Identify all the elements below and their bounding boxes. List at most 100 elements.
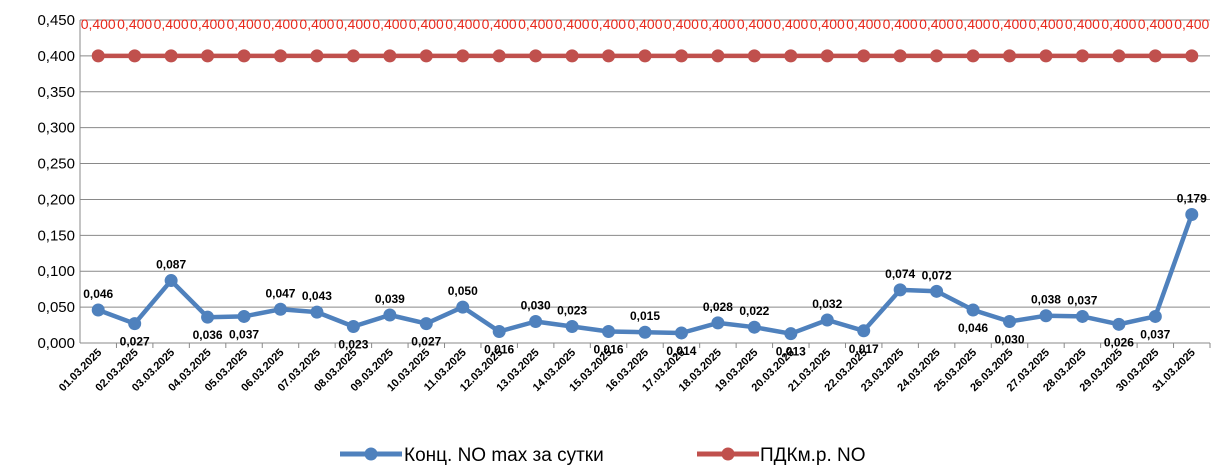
- series-1-data-label-1: 0,027: [120, 335, 150, 349]
- legend-marker-dot-series-2: [721, 447, 735, 461]
- series-2-data-label-19: 0,400: [773, 16, 808, 32]
- series-1-data-label-13: 0,023: [557, 303, 587, 317]
- series-2-data-label-15: 0,400: [627, 16, 662, 32]
- series-2-data-label-26: 0,400: [1028, 16, 1063, 32]
- legend-label-series-1: Конц. NO max за сутки: [404, 445, 604, 466]
- series-1-data-label-4: 0,037: [229, 327, 259, 341]
- series-1-point-12: [529, 314, 543, 328]
- series-2-data-label-11: 0,400: [482, 16, 517, 32]
- series-1-point-27: [1075, 309, 1089, 323]
- series-2-data-label-1: 0,400: [117, 16, 152, 32]
- series-1-data-label-28: 0,026: [1104, 335, 1134, 349]
- series-2-data-label-21: 0,400: [846, 16, 881, 32]
- series-1-point-22: [893, 283, 907, 297]
- y-tick-label-0: 0,000: [37, 335, 75, 352]
- series-1-point-4: [237, 309, 251, 323]
- x-axis: 01.03.202502.03.202503.03.202504.03.2025…: [57, 343, 1211, 394]
- series-2-data-label-18: 0,400: [737, 16, 772, 32]
- series-1-point-20: [820, 313, 834, 327]
- series-1-data-label-26: 0,038: [1031, 293, 1061, 307]
- series-1-data-label-2: 0,087: [156, 258, 186, 272]
- series-2-data-label-7: 0,400: [336, 16, 371, 32]
- series-2-point-14: [602, 49, 616, 63]
- series-2-point-27: [1075, 49, 1089, 63]
- series-2-point-19: [784, 49, 798, 63]
- series-2-point-13: [565, 49, 579, 63]
- series-1-data-label-22: 0,074: [885, 267, 915, 281]
- series-2-point-3: [201, 49, 215, 63]
- series-1-point-19: [784, 327, 798, 341]
- series-1-point-25: [1003, 314, 1017, 328]
- series-2-point-16: [674, 49, 688, 63]
- series-1-data-label-7: 0,023: [338, 337, 368, 351]
- series-2-point-24: [966, 49, 980, 63]
- series-2-data-label-29: 0,400: [1138, 16, 1173, 32]
- series-2-data-label-24: 0,400: [956, 16, 991, 32]
- series-1-data-label-21: 0,017: [849, 342, 879, 356]
- series-1-point-1: [128, 317, 142, 331]
- series-1-point-9: [419, 317, 433, 331]
- series-1-data-label-20: 0,032: [812, 297, 842, 311]
- series-1-point-8: [383, 308, 397, 322]
- series-1-data-label-8: 0,039: [375, 292, 405, 306]
- series-1-data-label-11: 0,016: [484, 343, 514, 357]
- series-2-data-label-5: 0,400: [263, 16, 298, 32]
- series-2-point-1: [128, 49, 142, 63]
- series-2-data-label-0: 0,400: [81, 16, 116, 32]
- series-1-data-label-24: 0,046: [958, 321, 988, 335]
- series-1-point-17: [711, 316, 725, 330]
- series-1-point-7: [346, 319, 360, 333]
- series-2-data-label-4: 0,400: [227, 16, 262, 32]
- series-1-data-label-15: 0,015: [630, 309, 660, 323]
- series-1-data-label-14: 0,016: [594, 343, 624, 357]
- series-1-data-label-18: 0,022: [739, 304, 769, 318]
- series-1-point-30: [1185, 208, 1199, 222]
- series-1-data-label-27: 0,037: [1067, 293, 1097, 307]
- series-1-point-21: [857, 324, 871, 338]
- y-tick-label-4: 0,200: [37, 191, 75, 208]
- series-1-data-label-12: 0,030: [521, 298, 551, 312]
- series-2-data-label-2: 0,400: [154, 16, 189, 32]
- series-1-point-5: [273, 302, 287, 316]
- series-1-point-23: [930, 284, 944, 298]
- series-2-point-11: [492, 49, 506, 63]
- series-1-point-29: [1148, 309, 1162, 323]
- series-1-point-26: [1039, 309, 1053, 323]
- series-2-point-21: [857, 49, 871, 63]
- series-2-point-12: [529, 49, 543, 63]
- series-1-data-label-16: 0,014: [666, 344, 696, 358]
- series-1-data-label-25: 0,030: [995, 332, 1025, 346]
- series-1-point-2: [164, 274, 178, 288]
- series-2-data-label-12: 0,400: [518, 16, 553, 32]
- series-2-point-23: [930, 49, 944, 63]
- series-2-point-8: [383, 49, 397, 63]
- series-1-point-18: [747, 320, 761, 334]
- series-1-point-16: [674, 326, 688, 340]
- series-1-point-11: [492, 325, 506, 339]
- y-tick-label-1: 0,050: [37, 299, 75, 316]
- series-2-point-20: [820, 49, 834, 63]
- series-1-data-label-5: 0,047: [265, 286, 295, 300]
- series-1-data-label-17: 0,028: [703, 300, 733, 314]
- series-2-point-25: [1003, 49, 1017, 63]
- series-1-data-label-23: 0,072: [922, 268, 952, 282]
- series-2-point-7: [346, 49, 360, 63]
- series-2-data-label-23: 0,400: [919, 16, 954, 32]
- series-2-data-label-14: 0,400: [591, 16, 626, 32]
- series-2-data-label-13: 0,400: [555, 16, 590, 32]
- series-2-point-5: [273, 49, 287, 63]
- series-2-point-17: [711, 49, 725, 63]
- series-2-data-label-20: 0,400: [810, 16, 845, 32]
- series-2-point-15: [638, 49, 652, 63]
- series-2-point-2: [164, 49, 178, 63]
- y-tick-label-9: 0,450: [37, 12, 75, 29]
- series-2-point-22: [893, 49, 907, 63]
- series-1-data-label-3: 0,036: [193, 328, 223, 342]
- series-1-data-label-9: 0,027: [411, 335, 441, 349]
- series-2-data-label-8: 0,400: [372, 16, 407, 32]
- series-2-point-10: [456, 49, 470, 63]
- series-2-point-26: [1039, 49, 1053, 63]
- series-1-point-15: [638, 325, 652, 339]
- y-tick-label-7: 0,350: [37, 84, 75, 101]
- series-2-data-label-22: 0,400: [883, 16, 918, 32]
